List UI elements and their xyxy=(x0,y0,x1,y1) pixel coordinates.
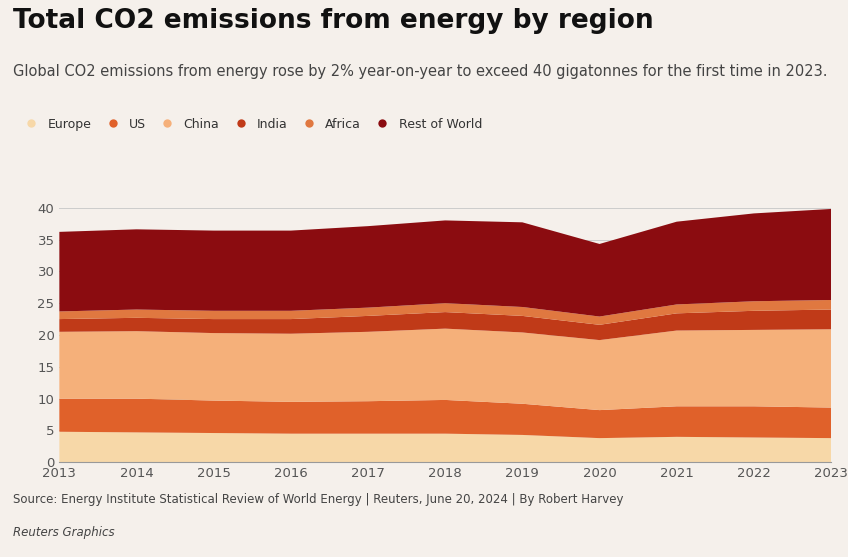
Legend: Europe, US, China, India, Africa, Rest of World: Europe, US, China, India, Africa, Rest o… xyxy=(19,118,482,131)
Text: Reuters Graphics: Reuters Graphics xyxy=(13,526,114,539)
Text: Global CO2 emissions from energy rose by 2% year-on-year to exceed 40 gigatonnes: Global CO2 emissions from energy rose by… xyxy=(13,64,827,79)
Text: Total CO2 emissions from energy by region: Total CO2 emissions from energy by regio… xyxy=(13,8,653,35)
Text: Source: Energy Institute Statistical Review of World Energy | Reuters, June 20, : Source: Energy Institute Statistical Rev… xyxy=(13,493,623,506)
